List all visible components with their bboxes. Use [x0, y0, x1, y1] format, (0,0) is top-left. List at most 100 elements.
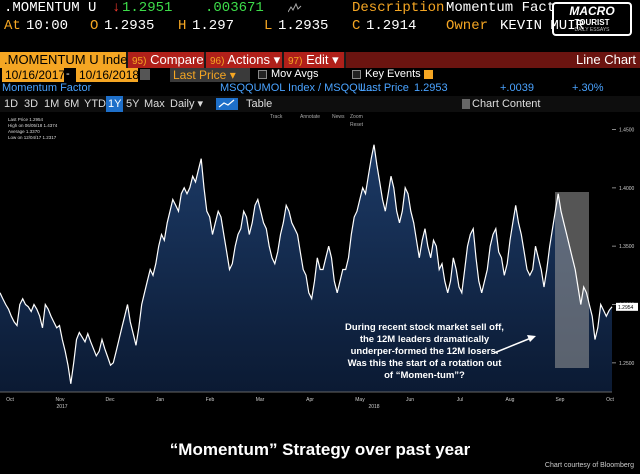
table-button[interactable]: Table [246, 98, 273, 110]
down-arrow-icon: ↓ [112, 0, 121, 16]
description-label: Description [352, 0, 445, 16]
series-name: Momentum Factor [2, 82, 92, 94]
x-tick-label: Oct [606, 397, 614, 403]
x-tick-label: Dec [106, 397, 115, 403]
y-tick-label: 1.3500 [619, 244, 635, 250]
actions-button[interactable]: 96) Actions ▾ [206, 52, 282, 68]
series-row: Momentum Factor MSQQUMOL Index / MSQQU..… [0, 82, 640, 96]
period-bar: 1D 3D 1M 6M YTD 1Y 5Y Max Daily ▾ Table … [0, 96, 640, 112]
ohlc-row: At 10:00 O 1.2935 H 1.297 L 1.2935 C 1.2… [0, 18, 640, 36]
x-year-label: 2018 [368, 404, 379, 410]
high-label: H [178, 18, 187, 34]
period-ytd[interactable]: YTD [84, 98, 106, 110]
gear-icon[interactable] [462, 99, 470, 109]
x-tick-label: May [355, 397, 365, 403]
x-tick-label: Jul [457, 397, 463, 403]
net-change: .003671 [205, 0, 264, 16]
x-tick-label: Jan [156, 397, 164, 403]
open-label: O [90, 18, 99, 34]
mov-avgs-label: Mov Avgs [271, 68, 319, 80]
owner-label: Owner [446, 18, 489, 34]
x-tick-label: Mar [256, 397, 265, 403]
ticker: .MOMENTUM U [4, 0, 97, 16]
close-label: C [352, 18, 361, 34]
period-max[interactable]: Max [144, 98, 165, 110]
chart-content-button[interactable]: Chart Content [472, 98, 541, 110]
x-tick-label: Jun [406, 397, 414, 403]
series-last-value: 1.2953 [414, 82, 448, 94]
key-events-checkbox[interactable] [352, 70, 361, 79]
chart-type-label: Line Chart [346, 52, 640, 68]
key-events-label: Key Events [365, 68, 421, 80]
price-field-select[interactable]: Last Price ▾ [170, 68, 250, 82]
legend-high: High on 06/05/18 1.4374 [8, 123, 58, 128]
y-tick-label: 1.4500 [619, 128, 635, 134]
key-events-toggle[interactable] [424, 70, 433, 79]
line-chart-icon[interactable] [216, 98, 238, 110]
series-index: MSQQUMOL Index / MSQQU... [220, 82, 375, 94]
y-tick-label: 1.4000 [619, 186, 635, 192]
annotation-arrow [493, 335, 536, 354]
frequency-select[interactable]: Daily ▾ [170, 98, 204, 110]
open-value: 1.2935 [104, 18, 155, 34]
series-pct-change: +.30% [572, 82, 604, 94]
period-1d[interactable]: 1D [4, 98, 19, 110]
caption: “Momentum” Strategy over past year [169, 440, 471, 459]
chevron-down-icon: ▾ [229, 68, 236, 82]
x-tick-label: Feb [206, 397, 215, 403]
annotation-text: During recent stock market sell off, the… [345, 322, 504, 381]
period-3d[interactable]: 3D [24, 98, 39, 110]
legend-low: Low on 12/04/17 1.2317 [8, 135, 57, 140]
last-price: 1.2951 [122, 0, 173, 16]
chevron-down-icon: ▾ [332, 52, 339, 67]
chevron-down-icon: ▾ [273, 52, 281, 67]
chevron-down-icon: ▾ [197, 98, 204, 110]
period-1m[interactable]: 1M [44, 98, 60, 110]
annotate-button[interactable]: Annotate [300, 114, 320, 120]
series-change: +.0039 [500, 82, 534, 94]
x-tick-label: Sep [556, 397, 565, 403]
reset-button[interactable]: Reset [350, 122, 364, 128]
period-5y[interactable]: 5Y [126, 98, 140, 110]
date-dash: - [66, 68, 70, 80]
x-year-label: 2017 [56, 404, 67, 410]
close-value: 1.2914 [366, 18, 417, 34]
macro-tourist-logo: MACRO TOURIST DAILY ESSAYS [552, 2, 632, 36]
period-1y[interactable]: 1Y [106, 96, 124, 112]
end-date-field[interactable]: 10/16/2018 [76, 68, 139, 82]
owner-value: KEVIN MUIR [500, 18, 585, 34]
x-tick-label: Aug [506, 397, 515, 403]
calendar-icon[interactable] [140, 69, 150, 80]
track-button[interactable]: Track [270, 114, 283, 120]
credit: Chart courtesy of Bloomberg [544, 462, 634, 469]
high-value: 1.297 [192, 18, 235, 34]
time-value: 10:00 [26, 18, 69, 34]
quote-header-row: .MOMENTUM U ↓ 1.2951 .003671 Description… [0, 0, 640, 18]
series-line [0, 144, 613, 384]
sparkline-icon [287, 2, 302, 19]
at-label: At [4, 18, 21, 34]
y-tick-label: 1.2500 [619, 361, 635, 367]
x-tick-label: Oct [6, 397, 14, 403]
last-value-label: 1.2954 [618, 305, 634, 311]
chart-legend: Last Price 1.2954 High on 06/05/18 1.437… [6, 116, 74, 146]
chart-toolbar: .MOMENTUM U Index 95) Compare 96) Action… [0, 52, 640, 68]
x-tick-label: Nov [56, 397, 65, 403]
recent-selloff-highlight [555, 192, 589, 368]
chart-mini-toolbar: Track Annotate News Zoom Reset [270, 114, 364, 128]
last-value-box [616, 302, 638, 311]
period-6m[interactable]: 6M [64, 98, 80, 110]
date-range-row: 10/16/2017 - 10/16/2018 Last Price ▾ Mov… [0, 68, 640, 82]
series-last-label: Last Price [360, 82, 409, 94]
zoom-button[interactable]: Zoom [350, 114, 363, 120]
security-field[interactable]: .MOMENTUM U Index [0, 52, 134, 68]
start-date-field[interactable]: 10/16/2017 [2, 68, 65, 82]
compare-button[interactable]: 95) Compare [128, 52, 204, 68]
news-button[interactable]: News [332, 114, 345, 120]
mov-avgs-checkbox[interactable] [258, 70, 267, 79]
edit-button[interactable]: 97) Edit ▾ [284, 52, 344, 68]
series-area [0, 144, 612, 392]
legend-average: Average 1.3370 [8, 129, 40, 134]
legend-last-price: Last Price 1.2954 [8, 117, 44, 122]
